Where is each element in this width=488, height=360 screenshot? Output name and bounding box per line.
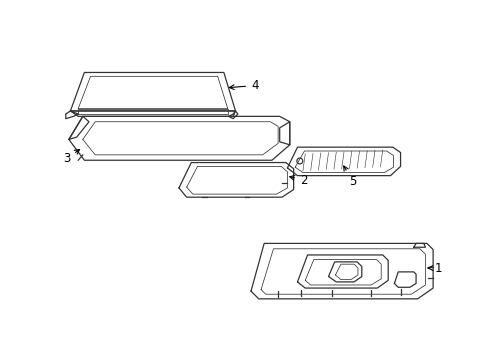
Text: 3: 3 bbox=[63, 149, 80, 165]
Text: 5: 5 bbox=[343, 166, 356, 188]
Text: 2: 2 bbox=[289, 174, 306, 187]
Text: 1: 1 bbox=[427, 261, 441, 275]
Text: 4: 4 bbox=[229, 79, 258, 92]
